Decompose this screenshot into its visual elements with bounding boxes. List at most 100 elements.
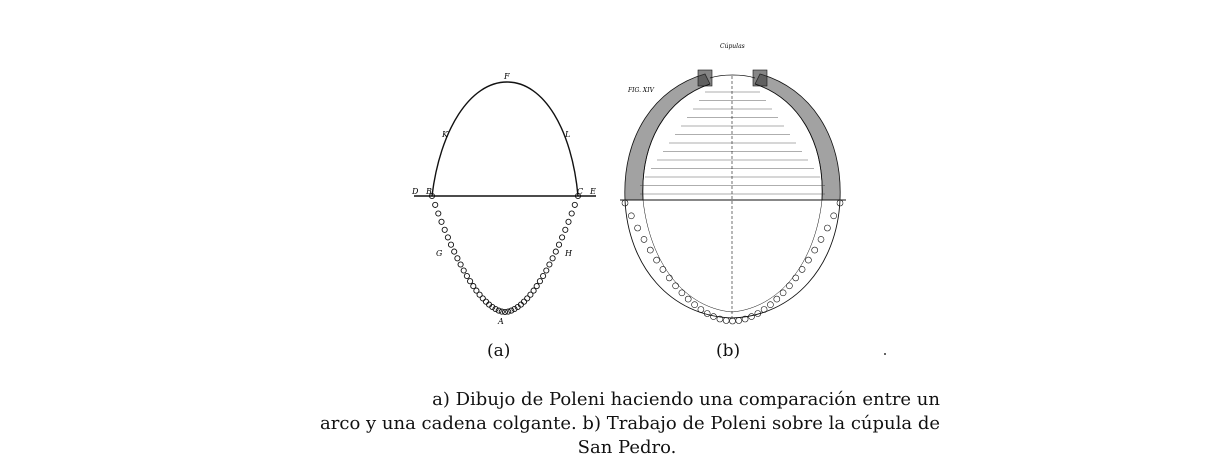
chain-weight [653, 256, 660, 264]
chain-link [505, 308, 512, 315]
weighted-chain [621, 199, 844, 325]
chain-weight [830, 212, 837, 220]
figure-a-arch-chain: F K L D B C E G H A [411, 72, 596, 326]
figure-b-dome-study: Cúpulas FIG. XIV [620, 43, 846, 325]
chain-weight [779, 289, 787, 297]
chain-link [498, 308, 505, 315]
label-g: G [436, 249, 443, 258]
chain-link [447, 241, 455, 248]
chain-weight [646, 246, 654, 254]
chain-weight [665, 274, 673, 282]
chain-link [527, 291, 534, 298]
chain-link [571, 201, 578, 208]
chain-link [435, 210, 442, 217]
caption-line-1: a) Dibujo de Poleni haciendo una compara… [432, 389, 940, 410]
chain-link [495, 307, 502, 314]
chain-weight [697, 306, 705, 313]
chain-link [530, 287, 537, 294]
dome-shell-right [754, 73, 841, 201]
figure-caption: a) Dibujo de Poleni haciendo una compara… [300, 388, 940, 460]
chain-link [438, 218, 445, 225]
label-k: K [441, 130, 449, 139]
chain-link [479, 295, 486, 302]
funicular-curve [624, 199, 841, 319]
chain-link [473, 287, 480, 294]
lantern-right [752, 69, 768, 87]
chain-weight [836, 199, 844, 207]
chain-weight [760, 306, 768, 313]
chain-link [432, 201, 439, 208]
chain-link [489, 303, 496, 311]
label-l: L [564, 130, 570, 139]
chain-link [552, 248, 559, 255]
chain-link [451, 248, 458, 255]
chain-weight [722, 317, 730, 324]
label-f: F [503, 72, 510, 81]
chain-weight [703, 310, 711, 317]
chain-link [441, 226, 448, 233]
chain-weight [767, 301, 774, 309]
label-a: A [497, 317, 504, 326]
caption-line-3: San Pedro. [577, 437, 677, 458]
chain-link [540, 272, 547, 280]
chain-weight [817, 236, 825, 243]
chain-link [555, 241, 563, 248]
chain-weight [710, 313, 717, 320]
dome-section-lines [640, 91, 825, 195]
chain-weight [824, 224, 831, 232]
chain-link [520, 298, 528, 305]
chain-link [501, 308, 509, 316]
chain-link [543, 267, 550, 274]
chain-link [549, 255, 556, 262]
chain-weight [792, 274, 799, 282]
subfigure-label-b: (b) [716, 341, 741, 361]
chain-weight [621, 199, 629, 207]
caption-line-2: arco y una cadena colgante. b) Trabajo d… [320, 413, 940, 434]
label-d: D [411, 187, 419, 196]
chain-weight [634, 224, 641, 232]
chain-weight [811, 246, 818, 254]
chain-link [559, 234, 566, 241]
chain-weight [748, 313, 755, 320]
chain-link [460, 267, 467, 274]
label-e: E [589, 187, 596, 196]
chain-weight [678, 289, 686, 297]
chain-weight [798, 266, 806, 273]
chain-link [470, 283, 477, 290]
chain-link [546, 261, 553, 268]
lantern-left [697, 69, 713, 87]
chain-weight [627, 212, 635, 220]
chain-link [574, 192, 582, 200]
dome-inner-curve [642, 83, 823, 201]
label-h: H [564, 249, 573, 258]
chain-link [511, 305, 518, 313]
chain-link [444, 234, 451, 241]
chain-weight [684, 295, 692, 303]
chain-link [568, 210, 575, 217]
chain-link [536, 278, 543, 285]
figure-b-title: Cúpulas [720, 43, 745, 50]
chain-weight [741, 315, 749, 323]
dome-top-arc [709, 74, 756, 79]
chain-link [454, 255, 461, 262]
chain-link [492, 305, 499, 313]
chain-weight [786, 282, 793, 290]
chain-link [482, 298, 490, 305]
chain-weight [716, 315, 724, 323]
chain-weight [805, 256, 812, 264]
chain-weight [729, 317, 736, 325]
chain-link [457, 261, 464, 268]
chain-link [533, 283, 540, 290]
chain-link [428, 192, 436, 200]
thrust-line [642, 199, 823, 313]
chain-weight [754, 310, 762, 317]
hanging-chain [428, 192, 582, 316]
chain-link [562, 226, 569, 233]
arch-curve [431, 81, 579, 197]
subfigure-label-a: (a) [487, 341, 511, 361]
chain-link [476, 291, 483, 298]
chain-link [508, 307, 515, 314]
chain-weight [659, 266, 667, 273]
fig-xiv-label: FIG. XIV [627, 87, 655, 94]
label-c: C [577, 187, 583, 196]
